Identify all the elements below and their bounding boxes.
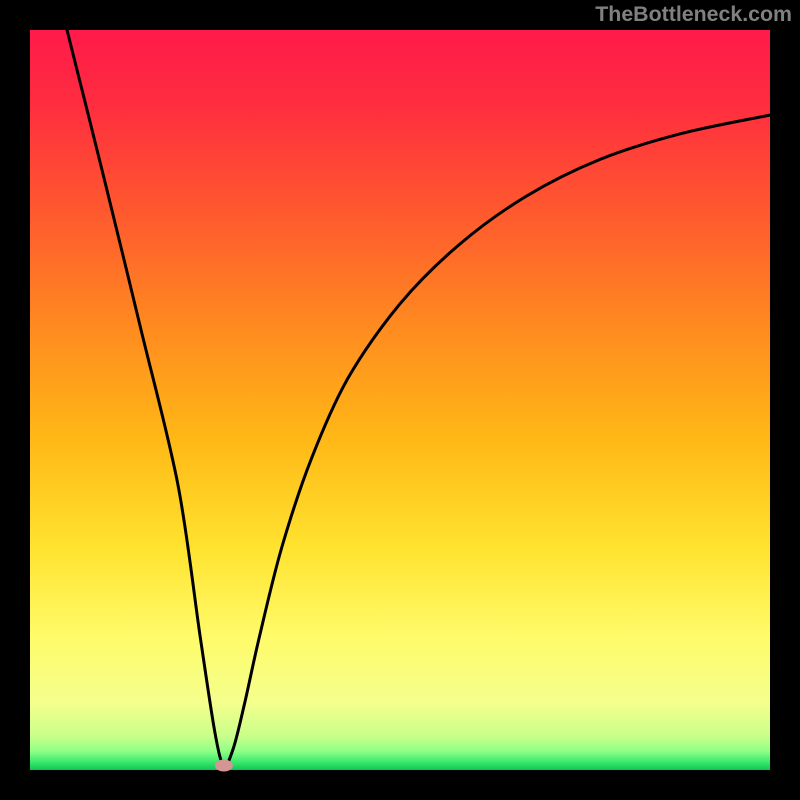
chart-svg <box>0 0 800 800</box>
chart-container: TheBottleneck.com <box>0 0 800 800</box>
optimal-point-marker <box>215 760 233 772</box>
watermark-text: TheBottleneck.com <box>595 2 792 27</box>
